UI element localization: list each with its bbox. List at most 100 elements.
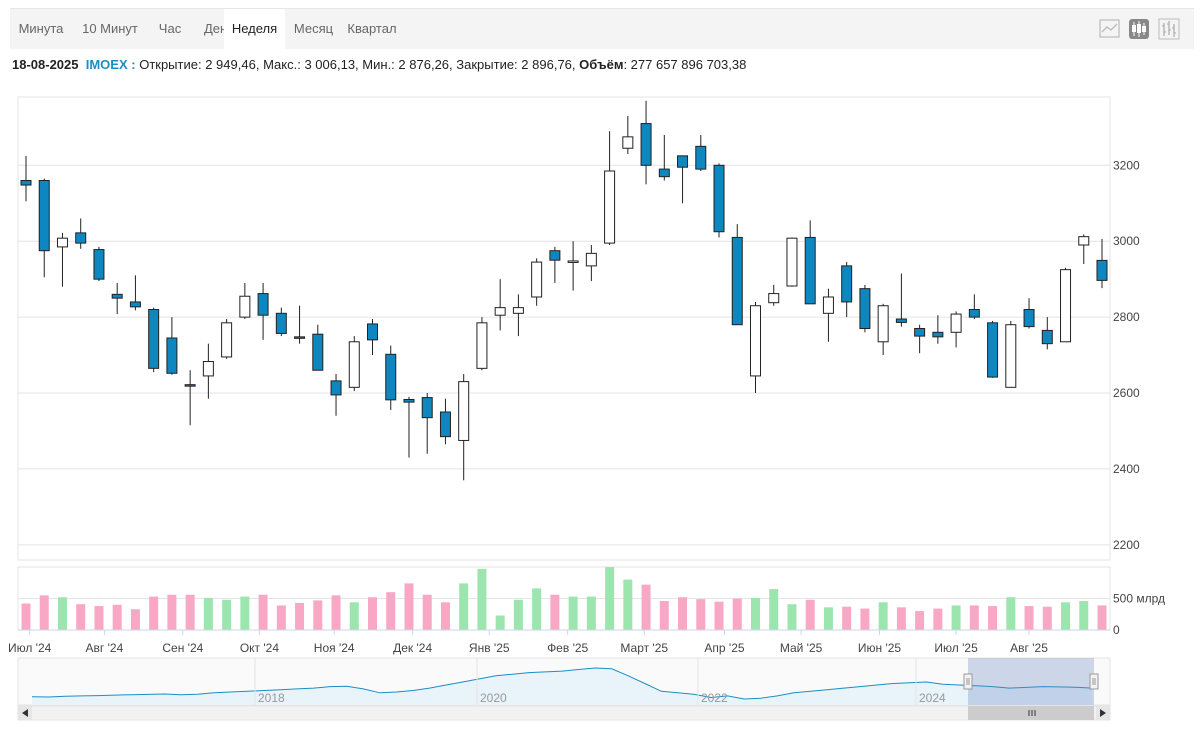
- ohlc-bars-icon[interactable]: [1158, 18, 1180, 40]
- volume-bar: [240, 596, 250, 630]
- volume-bar: [641, 584, 651, 630]
- candle: [257, 282, 269, 340]
- candle: [184, 370, 196, 426]
- candle: [786, 237, 798, 287]
- candle: [531, 258, 543, 306]
- info-date: 18-08-2025: [12, 57, 79, 72]
- candle: [1078, 234, 1090, 264]
- volume-bar: [732, 598, 742, 630]
- candle-body: [494, 307, 506, 316]
- candle-body: [20, 179, 32, 186]
- candle: [312, 324, 324, 371]
- volume-bar: [1024, 606, 1034, 630]
- candle-body: [403, 398, 415, 403]
- candle: [841, 262, 853, 318]
- candle: [622, 115, 634, 154]
- price-grid: [17, 96, 1111, 561]
- scrollbar-track[interactable]: [17, 705, 1111, 721]
- volume-bar: [951, 605, 961, 630]
- candle: [111, 282, 123, 315]
- time-axis: Июл '24 Авг '24 Сен '24 Окт '24 Ноя '24 Дек '…: [8, 629, 1110, 655]
- candle-body: [877, 305, 889, 343]
- plot-border: [17, 96, 1111, 561]
- candle: [731, 224, 743, 326]
- volume-bar: [94, 606, 104, 630]
- candle: [75, 218, 87, 249]
- volume-bar: [130, 609, 140, 630]
- candle: [968, 294, 980, 320]
- candle-body: [458, 381, 470, 441]
- volume-bar: [57, 597, 67, 630]
- candle: [439, 398, 451, 445]
- candle: [166, 317, 178, 375]
- info-open: 2 949,46,: [205, 57, 260, 72]
- candle: [604, 131, 616, 246]
- volume-bar: [1042, 606, 1052, 630]
- candle: [987, 320, 999, 378]
- x-tick-label: Авг '24: [86, 641, 124, 655]
- scrollbar-thumb[interactable]: [968, 706, 1094, 720]
- volume-bar: [331, 595, 341, 630]
- navigator: 2018 2020 2022 2024: [17, 657, 1111, 721]
- tab-week[interactable]: Неделя: [224, 9, 285, 49]
- info-high-label: Макс.:: [263, 57, 301, 72]
- volume-bar: [550, 594, 560, 630]
- candle: [695, 134, 707, 172]
- tab-hour[interactable]: Час: [158, 21, 182, 36]
- volume-bar: [167, 594, 177, 630]
- candle: [330, 374, 342, 416]
- info-ticker: IMOEX :: [85, 57, 136, 72]
- y-tick-label: 3000: [1113, 234, 1140, 248]
- volume-bars: [17, 566, 1111, 631]
- candle-body: [421, 397, 433, 419]
- candle: [914, 324, 926, 354]
- tab-quarter[interactable]: Квартал: [347, 21, 397, 36]
- tab-10-minutes[interactable]: 10 Минут: [82, 21, 138, 36]
- x-tick-label: Март '25: [620, 641, 668, 655]
- line-chart-icon[interactable]: [1099, 18, 1121, 40]
- candle: [1041, 317, 1053, 350]
- info-open-label: Открытие:: [139, 57, 202, 72]
- volume-bar: [39, 595, 49, 630]
- candle-body: [859, 288, 871, 330]
- candle: [512, 294, 524, 337]
- candle-body: [604, 170, 616, 244]
- candle-body: [385, 353, 397, 401]
- navigator-selection: [968, 658, 1094, 705]
- volume-bar: [422, 594, 432, 630]
- volume-bar: [787, 604, 797, 630]
- candle-body: [439, 411, 451, 438]
- candlestick-icon[interactable]: [1128, 18, 1150, 40]
- candle-body: [713, 164, 725, 233]
- volume-bar: [222, 599, 232, 630]
- tab-month[interactable]: Месяц: [293, 21, 334, 36]
- candle: [294, 305, 306, 344]
- volume-bar: [678, 597, 688, 630]
- candle: [239, 282, 251, 320]
- volume-bar: [1079, 601, 1089, 630]
- candle-body: [1078, 236, 1090, 246]
- candle-body: [1041, 329, 1053, 345]
- volume-bar: [349, 602, 359, 630]
- volume-bar: [623, 579, 633, 630]
- candle-body: [257, 293, 269, 316]
- candle-body: [129, 301, 141, 308]
- candle-body: [640, 123, 652, 166]
- candle-body: [549, 250, 561, 261]
- candles: [20, 100, 1108, 481]
- navigator-handle[interactable]: [1089, 673, 1099, 690]
- candle-body: [622, 136, 634, 149]
- volume-bar: [769, 589, 779, 630]
- navigator-handle[interactable]: [963, 673, 973, 690]
- volume-bar: [495, 615, 505, 630]
- candle: [221, 319, 233, 359]
- candle: [677, 155, 689, 204]
- volume-bar: [1006, 597, 1016, 630]
- candle: [148, 307, 160, 373]
- tab-minute[interactable]: Минута: [18, 21, 64, 36]
- candle: [804, 220, 816, 305]
- x-tick-label: Ноя '24: [314, 641, 355, 655]
- info-high: 3 006,13,: [304, 57, 359, 72]
- candle-body: [367, 323, 379, 341]
- volume-bar: [915, 611, 925, 630]
